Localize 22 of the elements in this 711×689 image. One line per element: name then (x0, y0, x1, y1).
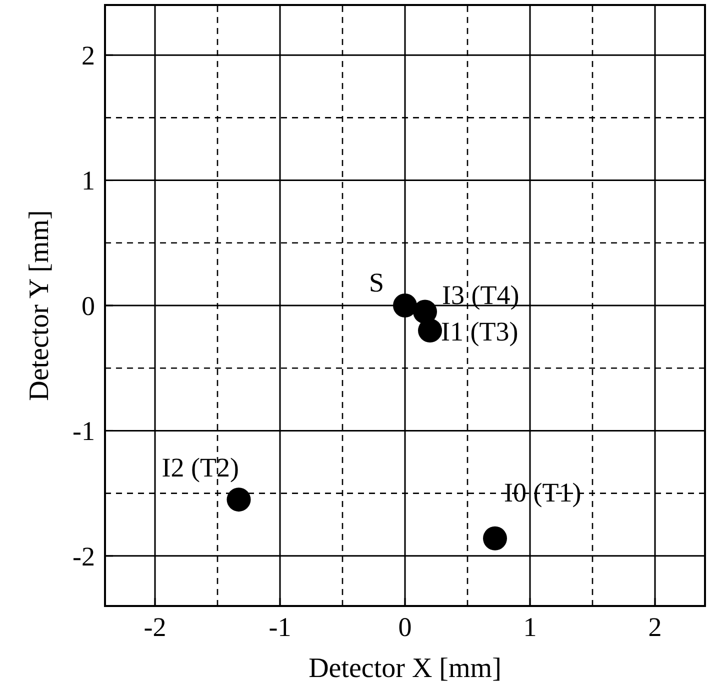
point (393, 294, 417, 318)
y-tick-label: 1 (82, 166, 95, 196)
x-tick-label: 2 (648, 612, 662, 642)
y-tick-label: -2 (72, 541, 95, 572)
annotation: S (369, 268, 384, 298)
x-axis-title: Detector X [mm] (308, 653, 502, 684)
point (418, 318, 442, 343)
annotation: I0 (T1) (504, 477, 582, 508)
y-tick-label: -1 (72, 416, 95, 446)
y-tick-label: 2 (82, 40, 95, 71)
x-tick-label: -2 (144, 612, 166, 642)
point (413, 300, 437, 324)
x-tick-label: -1 (268, 612, 292, 642)
y-tick-label: 0 (82, 290, 95, 321)
annotation: I3 (T4) (442, 280, 520, 310)
annotation: I2 (T2) (162, 452, 239, 483)
point (483, 526, 507, 550)
y-axis-title: Detector Y [mm] (24, 210, 55, 401)
annotation: I1 (T3) (441, 316, 518, 347)
x-tick-label: 1 (523, 612, 537, 642)
x-tick-label: 0 (398, 612, 412, 642)
point (226, 488, 251, 512)
